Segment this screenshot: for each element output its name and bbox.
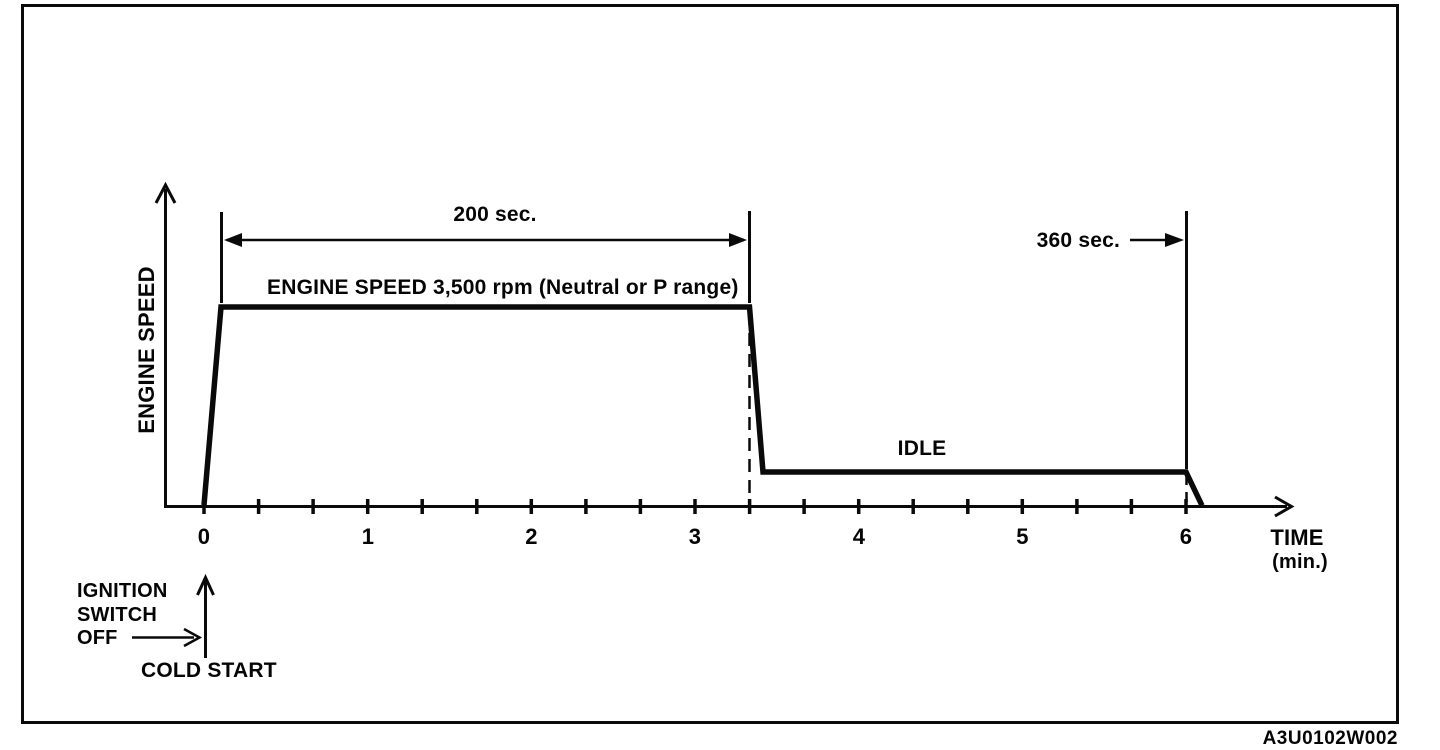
plateau-3500rpm-label: ENGINE SPEED 3,500 rpm (Neutral or P ran… [267,276,739,299]
y-axis-arrow-icon [154,181,177,204]
x-axis-arrow-icon [1274,495,1295,518]
duration-360s-label: 360 sec. [1036,229,1120,252]
ignition-line-3: OFF [77,627,118,649]
x-axis [164,495,1295,518]
figure-code: A3U0102W002 [1262,728,1398,749]
engine-speed-trace [201,304,1205,507]
cold-start-arrow [196,573,215,658]
x-tick-label-2: 2 [525,524,538,549]
arrow-left-icon [224,233,242,247]
y-axis-title: ENGINE SPEED [134,266,159,434]
x-tick-label-6: 6 [1179,524,1193,549]
y-axis [154,181,177,506]
x-tick-label-3: 3 [688,524,702,549]
arrow-right-icon [729,233,747,247]
x-tick-label-1: 1 [361,524,375,549]
duration-arrow-200s [224,233,747,247]
arrow-right-icon [1165,233,1184,247]
ignition-line-2: SWITCH [77,603,158,626]
x-axis-title: TIME [1270,525,1324,550]
x-tick-label-0: 0 [197,524,211,549]
ignition-line-1: IGNITION [77,580,168,602]
duration-arrow-360s [1130,233,1184,247]
x-tick-label-5: 5 [1016,524,1029,549]
x-axis-unit: (min.) [1272,551,1328,573]
duration-200s-label: 200 sec. [453,203,537,226]
x-tick-label-4: 4 [852,524,866,549]
cold-start-label: COLD START [141,659,277,682]
arrow-up-icon [196,573,215,596]
idle-label: IDLE [897,437,947,460]
arrow-right-icon [183,627,203,648]
x-axis-ticks [202,499,1188,514]
diagram-border [21,4,1399,724]
ignition-switch-off-label: IGNITION SWITCH OFF [77,580,168,651]
ignition-off-pointer [132,627,203,648]
